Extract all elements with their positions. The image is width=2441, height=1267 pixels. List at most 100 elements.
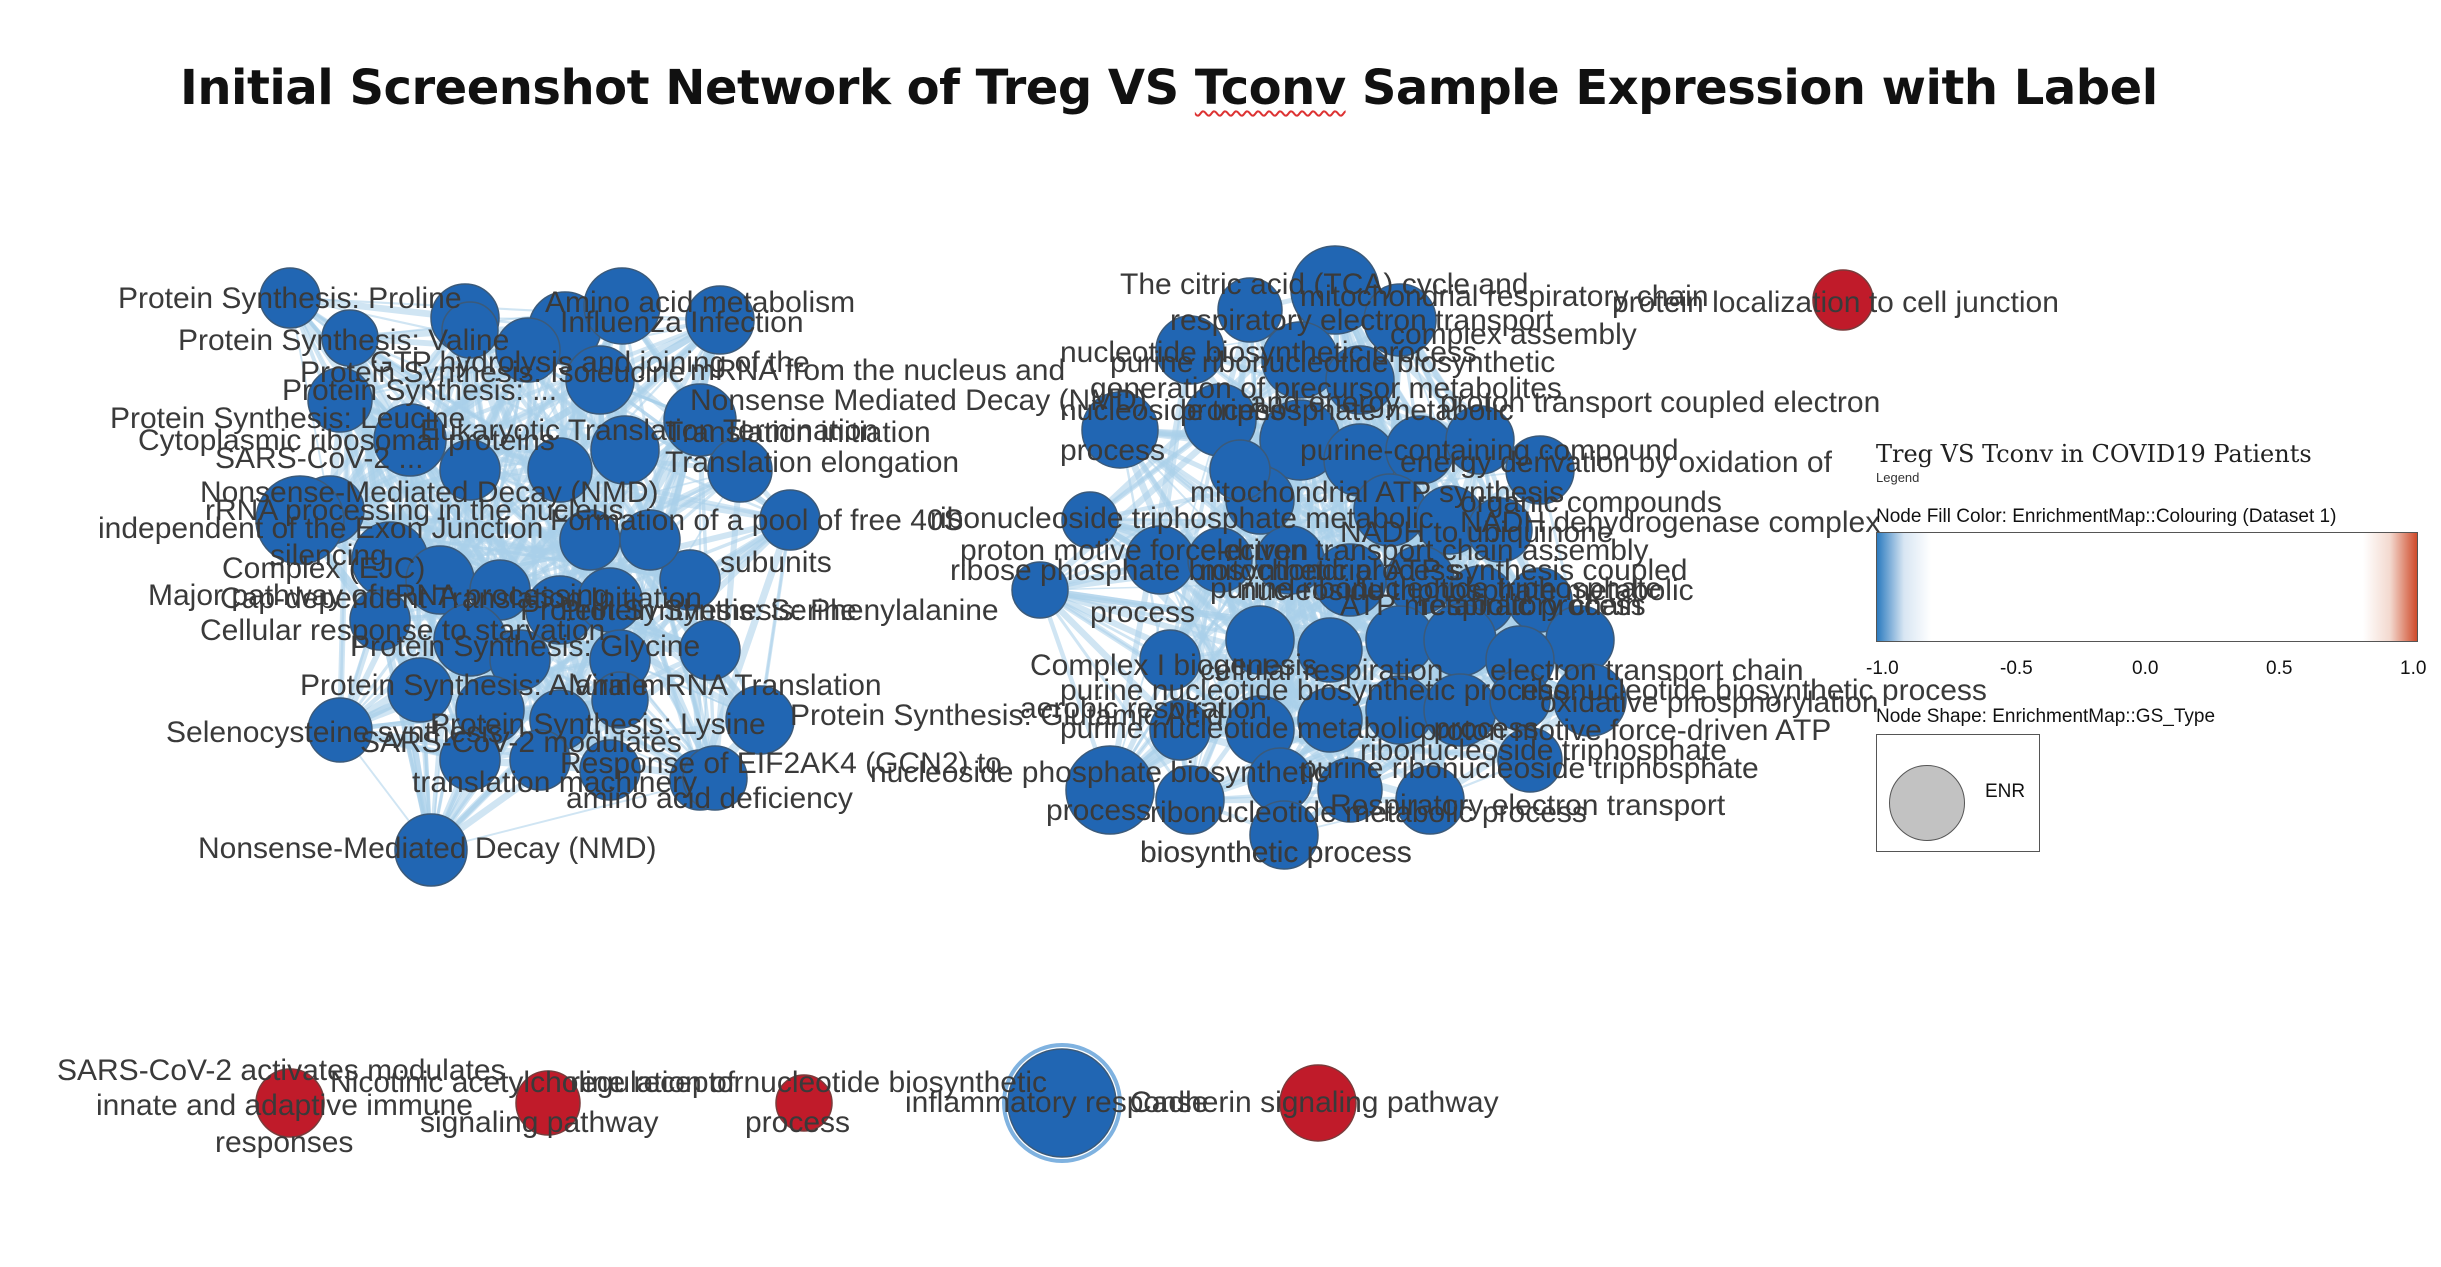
node-label: Selenocysteine synthesis	[166, 716, 503, 749]
node-label: Nonsense-Mediated Decay (NMD)	[200, 476, 659, 509]
network-node[interactable]	[1553, 663, 1627, 737]
network-node[interactable]	[489, 629, 551, 691]
node-label: electron transport chain assembly	[1200, 534, 1649, 567]
shape-label: ENR	[1985, 781, 2026, 802]
network-node[interactable]	[1217, 277, 1283, 343]
network-node[interactable]	[387, 657, 453, 723]
singleton-node[interactable]	[1812, 269, 1874, 331]
fill-color-heading: Node Fill Color: EnrichmentMap::Colourin…	[1876, 506, 2337, 527]
network-node[interactable]	[1209, 439, 1271, 501]
node-label: mRNA from the nucleus and	[690, 354, 1065, 387]
node-label: Nonsense-Mediated Decay (NMD)	[198, 832, 657, 865]
network-node[interactable]	[707, 437, 773, 503]
singleton-node[interactable]	[1279, 1064, 1357, 1142]
singleton-node[interactable]	[255, 1068, 325, 1138]
network-node[interactable]	[591, 671, 649, 729]
singleton-node[interactable]	[1007, 1048, 1117, 1158]
node-label: proton transport coupled electron	[1440, 386, 1880, 419]
node-label: process	[1090, 596, 1195, 629]
network-node[interactable]	[1325, 345, 1395, 415]
node-label: mitochondrial ATP synthesis	[1190, 476, 1564, 509]
network-node[interactable]	[759, 489, 821, 551]
network-node[interactable]	[565, 345, 635, 415]
network-node[interactable]	[1317, 757, 1383, 823]
network-node[interactable]	[321, 309, 379, 367]
node-label: Cellular response to starvation	[200, 614, 605, 647]
network-node[interactable]	[590, 415, 660, 485]
node-label: Protein Synthesis: Isoleucine	[300, 356, 685, 389]
singleton-label: signaling pathway	[420, 1106, 659, 1139]
node-label: Respiratory electron transport	[1330, 789, 1726, 822]
network-node[interactable]	[725, 685, 795, 755]
singleton-node[interactable]	[775, 1074, 833, 1132]
title-prefix: Initial Screenshot Network of Treg VS	[180, 60, 1195, 116]
network-node[interactable]	[307, 367, 373, 433]
network-node[interactable]	[619, 509, 681, 571]
node-label: Protein Synthesis: Alanine	[300, 669, 649, 702]
node-label: SARS-CoV-2 modulates	[360, 726, 682, 759]
network-node[interactable]	[682, 745, 748, 811]
node-label: ribose phosphate biosynthetic process	[950, 554, 1460, 587]
network-node[interactable]	[1445, 405, 1515, 475]
network-node[interactable]	[1489, 669, 1551, 731]
title-tconv: Tconv	[1194, 60, 1346, 116]
network-node[interactable]	[1249, 800, 1319, 870]
network-node[interactable]	[373, 403, 447, 477]
network-node[interactable]	[1363, 283, 1437, 357]
network-node[interactable]	[307, 697, 373, 763]
node-label: GTP hydrolysis and joining of the	[370, 346, 810, 379]
network-node[interactable]	[1297, 617, 1363, 683]
network-node[interactable]	[441, 301, 499, 359]
network-node[interactable]	[1467, 497, 1533, 563]
node-label: organic compounds	[1460, 486, 1722, 519]
network-node[interactable]	[579, 739, 641, 801]
network-node[interactable]	[679, 619, 741, 681]
network-node[interactable]	[255, 475, 345, 565]
node-label: ribonucleotide biosynthetic process	[1520, 674, 1987, 707]
node-label: Protein Synthesis: Glycine	[350, 630, 700, 663]
network-node[interactable]	[1061, 491, 1119, 549]
network-node[interactable]	[583, 267, 661, 345]
network-node[interactable]	[1155, 765, 1225, 835]
network-node[interactable]	[527, 437, 593, 503]
node-label: ATP metabolic process	[1340, 589, 1646, 622]
network-node[interactable]	[1505, 435, 1575, 505]
network-node[interactable]	[659, 549, 721, 611]
node-label: rRNA processing in the nucleus	[205, 494, 624, 527]
network-node[interactable]	[509, 729, 571, 791]
node-label: purine nucleotide biosynthetic process	[1060, 674, 1569, 707]
network-node[interactable]	[439, 729, 501, 791]
network-node[interactable]	[1225, 605, 1295, 675]
network-node[interactable]	[439, 439, 501, 501]
tick-label: -1.0	[1866, 658, 1899, 679]
node-label: Protein Synthesis: Serine	[520, 594, 857, 627]
node-label: Protein Synthesis: Proline	[118, 282, 462, 315]
network-node[interactable]	[1395, 765, 1465, 835]
network-node[interactable]	[259, 267, 321, 329]
node-label: nucleoside triphosphate metabolic	[1240, 574, 1694, 607]
network-node[interactable]	[663, 383, 737, 457]
network-node[interactable]	[1081, 391, 1159, 469]
network-node[interactable]	[685, 285, 755, 355]
network-node[interactable]	[1297, 687, 1363, 753]
network-node[interactable]	[1011, 561, 1069, 619]
node-label: amino acid deficiency	[566, 782, 853, 815]
node-ring	[1002, 1043, 1122, 1163]
network-node[interactable]	[1155, 315, 1225, 385]
node-label: process	[1180, 394, 1285, 427]
node-label: oxidative phosphorylation	[1540, 686, 1879, 719]
network-node[interactable]	[1187, 527, 1253, 593]
network-node[interactable]	[495, 317, 561, 383]
network-node[interactable]	[394, 813, 468, 887]
network-node[interactable]	[1139, 629, 1201, 691]
singleton-node[interactable]	[515, 1070, 581, 1136]
network-node[interactable]	[1149, 699, 1211, 761]
network-node[interactable]	[1065, 745, 1155, 835]
node-label: Complex I biogenesis	[1030, 649, 1317, 682]
node-label: purine nucleotide metabolic process	[1060, 712, 1539, 745]
singleton-label: inflammatory response	[905, 1086, 1208, 1119]
node-label: SARS-CoV-2 ...	[215, 442, 423, 475]
edge	[329, 507, 591, 543]
network-node[interactable]	[349, 589, 411, 651]
